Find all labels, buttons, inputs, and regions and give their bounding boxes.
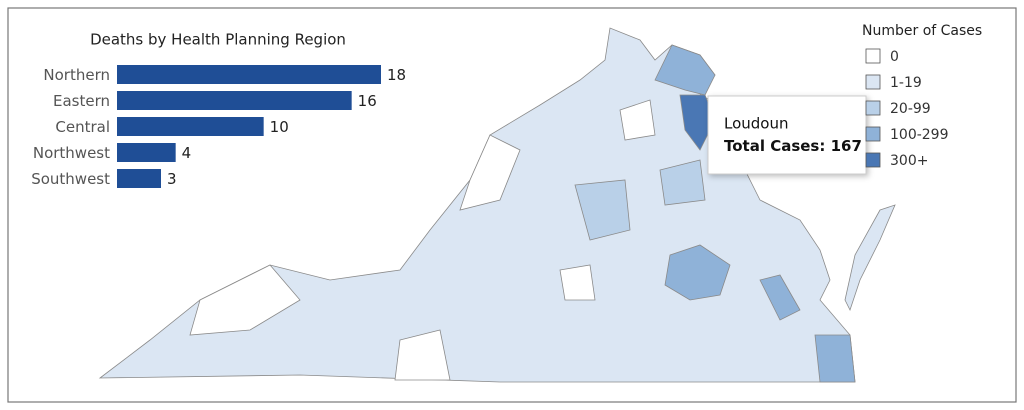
category-label: Southwest (31, 170, 110, 188)
legend-swatch (865, 74, 881, 90)
bar (117, 91, 352, 110)
legend-title: Number of Cases (862, 23, 982, 39)
legend-swatch (865, 100, 881, 116)
tooltip-total: Total Cases: 167 (724, 137, 862, 155)
legend-label: 300+ (890, 153, 928, 169)
selected-county[interactable] (654, 44, 716, 96)
county-high[interactable] (759, 274, 801, 321)
eastern-shore[interactable] (844, 204, 896, 312)
tooltip-label: Total Cases: (724, 137, 825, 155)
county-empty[interactable] (459, 134, 521, 211)
bar (117, 117, 264, 136)
value-label: 3 (167, 170, 177, 188)
bar (117, 169, 161, 188)
county-high[interactable] (664, 244, 731, 301)
tooltip-box (707, 95, 867, 175)
county-empty[interactable] (619, 99, 656, 141)
tooltip: Loudoun Total Cases: 167 (707, 95, 867, 175)
county-empty[interactable] (394, 329, 451, 381)
county-empty[interactable] (189, 264, 301, 336)
legend-swatch (865, 152, 881, 168)
legend: 0 1-19 20-99 100-299 300+ (865, 48, 949, 169)
county-mid[interactable] (659, 159, 706, 206)
category-label: Eastern (53, 92, 110, 110)
county-empty[interactable] (559, 264, 596, 301)
value-label: 16 (358, 92, 377, 110)
bar (117, 65, 381, 84)
legend-label: 0 (890, 49, 899, 65)
map (98, 27, 896, 383)
county-mid[interactable] (574, 179, 631, 241)
bar (117, 143, 176, 162)
bar-chart: Northern 18 Eastern 16 Central 10 Northwest 4 So… (31, 65, 406, 188)
tooltip-value: 167 (831, 137, 862, 155)
category-label: Northern (43, 66, 110, 84)
legend-swatch (865, 126, 881, 142)
legend-label: 1-19 (890, 75, 922, 91)
tooltip-name: Loudoun (724, 115, 789, 133)
legend-label: 100-299 (890, 127, 949, 143)
chart-title: Deaths by Health Planning Region (90, 31, 346, 49)
legend-swatch (865, 48, 881, 64)
category-label: Central (55, 118, 110, 136)
value-label: 18 (387, 66, 406, 84)
category-label: Northwest (33, 144, 110, 162)
county-high[interactable] (814, 334, 856, 383)
legend-label: 20-99 (890, 101, 931, 117)
value-label: 10 (270, 118, 289, 136)
value-label: 4 (182, 144, 192, 162)
